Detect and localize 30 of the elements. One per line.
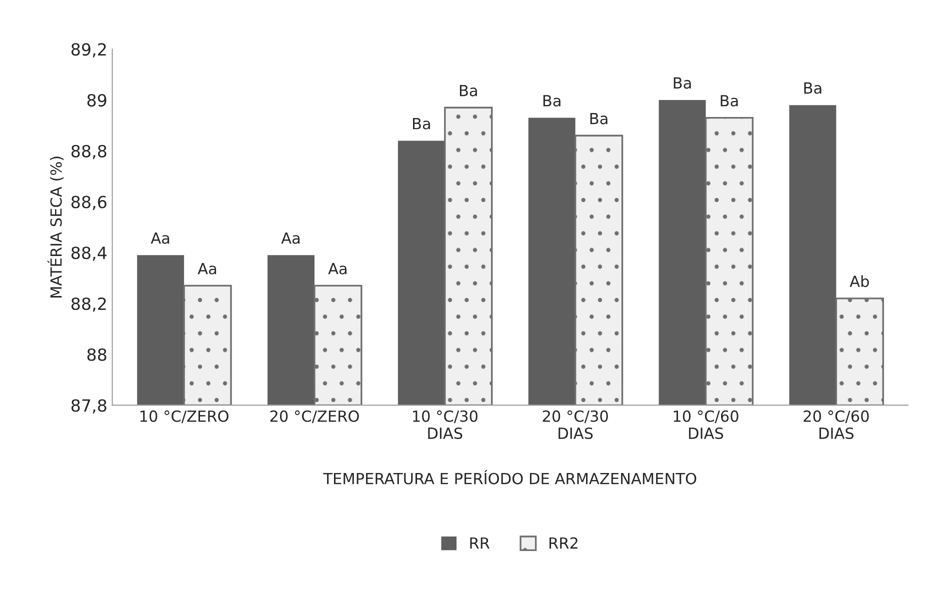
y-tick-label: 87,8 [71, 399, 106, 414]
y-axis-title: MATÉRIA SECA (%) [47, 156, 64, 298]
data-label: Aa [198, 263, 216, 274]
y-tick-label: 89 [87, 94, 106, 107]
x-tick-label: 10 °C/30 DIAS [412, 410, 478, 440]
y-tick-label: 88,2 [71, 297, 106, 312]
x-tick-label: 20 °C/60 DIAS [804, 410, 869, 440]
x-tick-label: 10 °C/60 DIAS [674, 410, 738, 440]
data-label: Ba [804, 82, 822, 94]
data-label: Aa [150, 232, 170, 244]
y-tick-label: 88 [87, 348, 106, 361]
x-tick-label: 20 °C/ZERO [270, 410, 359, 424]
x-tick-label: 20 °C/30 DIAS [542, 410, 608, 440]
y-tick-label: 88,6 [71, 196, 106, 210]
data-label: Ba [590, 112, 608, 124]
data-label: Aa [281, 232, 300, 244]
x-tick-label: 10 °C/ZERO [140, 410, 228, 424]
data-label: Ba [460, 84, 477, 96]
data-label: Aa [328, 263, 346, 274]
data-label: Ba [413, 118, 430, 130]
legend-label: RR [470, 537, 490, 549]
legend-label: RR2 [550, 537, 578, 549]
data-label: Ab [850, 275, 869, 288]
y-tick-label: 88,8 [71, 144, 106, 160]
y-tick-label: 89,2 [71, 43, 106, 58]
y-tick-label: 88,4 [71, 246, 107, 261]
data-label: Ba [720, 95, 738, 107]
data-label: Ba [543, 95, 560, 107]
data-label: Ba [674, 77, 691, 89]
x-axis-title: TEMPERATURA E PERÍODO DE ARMAZENAMENTO [323, 470, 696, 484]
